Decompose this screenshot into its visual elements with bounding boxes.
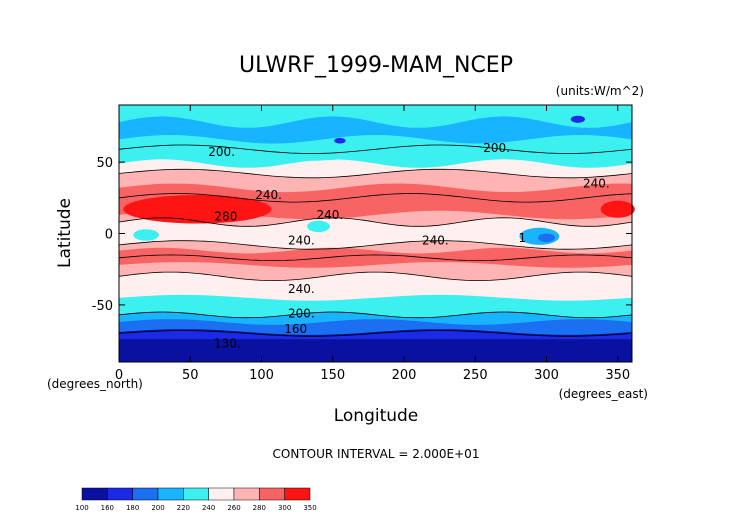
contour-label: 240. (255, 188, 282, 202)
x-unit-label: (degrees_east) (559, 387, 648, 401)
band-south-red (119, 247, 632, 268)
colorbar-label: 300 (278, 504, 291, 512)
chart-title: ULWRF_1999-MAM_NCEP (239, 53, 513, 78)
contour-280-north (118, 193, 633, 203)
contour-label: 240. (422, 234, 449, 248)
x-tick-label: 150 (320, 368, 345, 383)
contour-lines (118, 144, 633, 337)
colorbar-swatch (107, 487, 133, 501)
y-tick-label: 50 (96, 156, 113, 171)
band-north-cyan-edge (119, 145, 632, 168)
patch-arctic-deep-2 (334, 137, 346, 144)
colorbar: 100 160 180 200 220 240 260 280 300 350 (75, 487, 317, 512)
patch-arctic-deep-1 (570, 115, 585, 123)
contour-240-eq-north (118, 217, 633, 227)
band-north-midlat-blue (119, 116, 632, 144)
patch-americas-deep (537, 233, 556, 243)
patch-north-pacific-hot (600, 200, 635, 218)
colorbar-swatch (157, 487, 184, 501)
contour-label: 240. (583, 177, 610, 191)
contour-160-south (118, 330, 633, 337)
band-south-polar-blue (119, 330, 632, 340)
x-axis-label: Longitude (334, 406, 419, 426)
contour-label: 280 (214, 209, 237, 223)
patch-maritime-cyan (307, 220, 330, 233)
colorbar-label: 260 (227, 504, 240, 512)
contour-280-south (118, 254, 633, 261)
y-tick-label: -50 (92, 299, 113, 314)
y-tick-label: 0 (105, 228, 113, 243)
x-tick-label: 0 (115, 368, 123, 383)
x-tick-label: 250 (463, 368, 488, 383)
y-unit-label: (degrees_north) (47, 377, 143, 391)
x-tick-label: 200 (392, 368, 417, 383)
colorbar-swatch (233, 487, 260, 501)
colorbar-label: 350 (303, 504, 316, 512)
x-tick-label: 100 (249, 368, 274, 383)
contour-label: 200. (208, 145, 235, 159)
contour-200-south (118, 311, 633, 319)
colorbar-label: 100 (75, 504, 88, 512)
x-axis-ticks: 0 50 100 150 200 250 300 350 (115, 105, 630, 383)
colorbar-label: 180 (126, 504, 139, 512)
contour-label: 160 (284, 322, 307, 336)
y-axis-label: Latitude (55, 198, 75, 268)
x-tick-label: 300 (534, 368, 559, 383)
colorbar-swatch (81, 487, 108, 501)
colorbar-label: 220 (177, 504, 190, 512)
contour-label: 240. (288, 282, 315, 296)
colorbar-swatch (183, 487, 209, 501)
contour-240-north (118, 168, 633, 179)
contour-label: 200. (288, 306, 315, 320)
contour-label: 130. (214, 336, 241, 350)
colorbar-swatch (259, 487, 285, 501)
colorbar-label: 200 (151, 504, 164, 512)
patch-indian-cyan (133, 229, 159, 241)
x-tick-label: 50 (182, 368, 199, 383)
contour-240-south (118, 271, 633, 281)
colorbar-label: 160 (101, 504, 114, 512)
contour-240-eq-south (118, 240, 633, 250)
colorbar-swatch (132, 487, 159, 501)
colorbar-swatch (284, 487, 311, 501)
colorbar-label: 240 (202, 504, 215, 512)
colorbar-label: 280 (253, 504, 266, 512)
patch-north-africa-hot (123, 194, 272, 224)
contour-label: 200. (483, 141, 510, 155)
contour-interval-text: CONTOUR INTERVAL = 2.000E+01 (273, 447, 480, 461)
y-axis-ticks: -50 0 50 (92, 156, 632, 314)
x-tick-label: 350 (605, 368, 630, 383)
colorbar-swatch (208, 487, 235, 501)
contour-label: 1 (518, 231, 526, 245)
field-patches (123, 115, 635, 245)
contour-labels: 200. 200.240.240.280 240.240. 240.240.200.1… (208, 141, 609, 351)
contour-label: 240. (288, 234, 315, 248)
contour-200-north (118, 144, 633, 154)
contour-label: 240. (317, 208, 344, 222)
plot-area: 200. 200.240.240.280 240.240. 240.240.200.1… (118, 104, 635, 363)
chart-units: (units:W/m^2) (556, 84, 644, 98)
